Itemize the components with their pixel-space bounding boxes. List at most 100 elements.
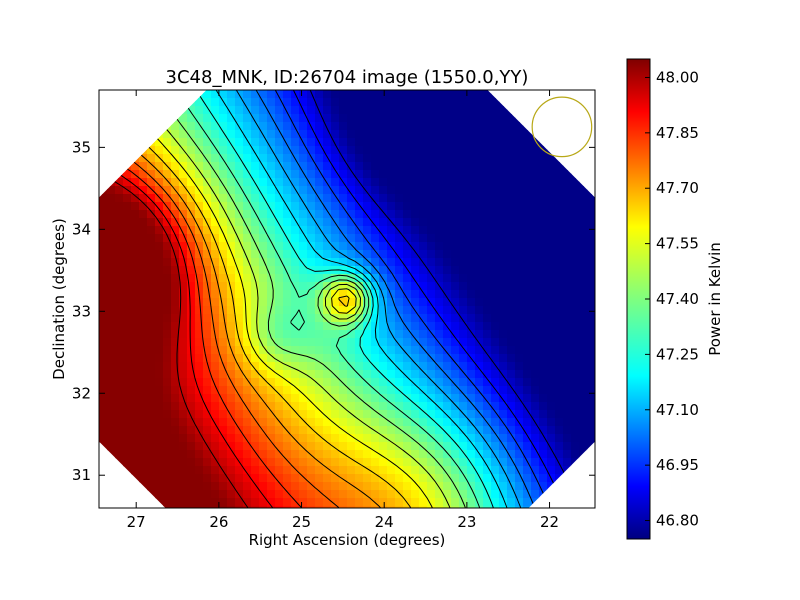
heat-cell [139, 346, 148, 355]
heat-cell [395, 290, 404, 299]
heat-cell [571, 266, 580, 275]
heat-cell [515, 242, 524, 251]
heat-cell [547, 210, 556, 219]
heat-cell [507, 146, 516, 155]
heat-cell [123, 298, 132, 307]
heat-cell [107, 162, 116, 171]
heat-cell [587, 282, 595, 291]
heat-cell [451, 210, 460, 219]
heat-cell [499, 234, 508, 243]
heat-cell [299, 274, 308, 283]
heat-cell [131, 338, 140, 347]
heat-cell [267, 354, 276, 363]
heat-cell [115, 418, 124, 427]
heat-cell [579, 130, 588, 139]
heat-cell [571, 226, 580, 235]
heat-cell [427, 170, 436, 179]
heat-cell [515, 274, 524, 283]
heat-cell [387, 298, 396, 307]
heat-cell [491, 202, 500, 211]
heat-cell [411, 202, 420, 211]
heat-cell [571, 442, 580, 451]
heat-cell [483, 386, 492, 395]
heat-cell [99, 242, 108, 251]
heat-cell [403, 98, 412, 107]
heat-cell [507, 298, 516, 307]
heat-cell [179, 218, 188, 227]
heat-cell [227, 122, 236, 131]
heat-cell [451, 362, 460, 371]
heat-cell [283, 106, 292, 115]
heat-cell [483, 218, 492, 227]
heat-cell [523, 98, 532, 107]
heat-cell [155, 178, 164, 187]
heat-cell [523, 106, 532, 115]
heat-cell [243, 162, 252, 171]
heat-cell [523, 226, 532, 235]
heat-cell [571, 290, 580, 299]
heat-cell [251, 418, 260, 427]
heat-cell [299, 346, 308, 355]
heat-cell [411, 490, 420, 499]
heat-cell [251, 442, 260, 451]
heat-cell [243, 322, 252, 331]
heat-cell [275, 138, 284, 147]
heat-cell [515, 138, 524, 147]
heat-cell [123, 130, 132, 139]
heat-cell [411, 194, 420, 203]
heat-cell [507, 458, 516, 467]
heat-cell [211, 506, 220, 508]
heat-cell [547, 378, 556, 387]
heat-cell [259, 346, 268, 355]
heat-cell [363, 90, 372, 99]
heat-cell [459, 506, 468, 508]
heat-cell [163, 242, 172, 251]
heat-cell [307, 362, 316, 371]
heat-cell [235, 346, 244, 355]
heat-cell [523, 378, 532, 387]
heat-cell [179, 442, 188, 451]
heat-cell [251, 242, 260, 251]
heat-cell [435, 482, 444, 491]
heat-cell [203, 290, 212, 299]
heat-cell [99, 338, 108, 347]
heat-cell [315, 346, 324, 355]
heat-cell [171, 106, 180, 115]
heat-cell [459, 122, 468, 131]
heat-cell [563, 378, 572, 387]
heat-cell [115, 202, 124, 211]
heat-cell [379, 410, 388, 419]
heat-cell [275, 122, 284, 131]
heat-cell [331, 418, 340, 427]
heat-cell [211, 218, 220, 227]
heat-cell [587, 362, 595, 371]
heat-cell [491, 218, 500, 227]
heat-cell [299, 434, 308, 443]
heat-cell [315, 418, 324, 427]
heat-cell [235, 490, 244, 499]
heat-cell [419, 178, 428, 187]
heat-cell [203, 418, 212, 427]
heat-cell [267, 402, 276, 411]
heat-cell [251, 170, 260, 179]
heat-cell [147, 498, 156, 507]
heat-cell [275, 242, 284, 251]
heat-cell [435, 426, 444, 435]
heat-cell [403, 314, 412, 323]
heat-cell [275, 322, 284, 331]
heat-cell [571, 418, 580, 427]
heat-cell [483, 242, 492, 251]
heat-cell [427, 378, 436, 387]
heat-cell [243, 394, 252, 403]
heat-cell [571, 202, 580, 211]
heat-cell [219, 330, 228, 339]
heat-cell [419, 330, 428, 339]
heat-cell [323, 402, 332, 411]
heat-cell [259, 362, 268, 371]
heat-cell [459, 282, 468, 291]
heat-cell [99, 194, 108, 203]
heat-cell [171, 386, 180, 395]
heat-cell [491, 298, 500, 307]
heat-cell [147, 274, 156, 283]
heat-cell [419, 482, 428, 491]
